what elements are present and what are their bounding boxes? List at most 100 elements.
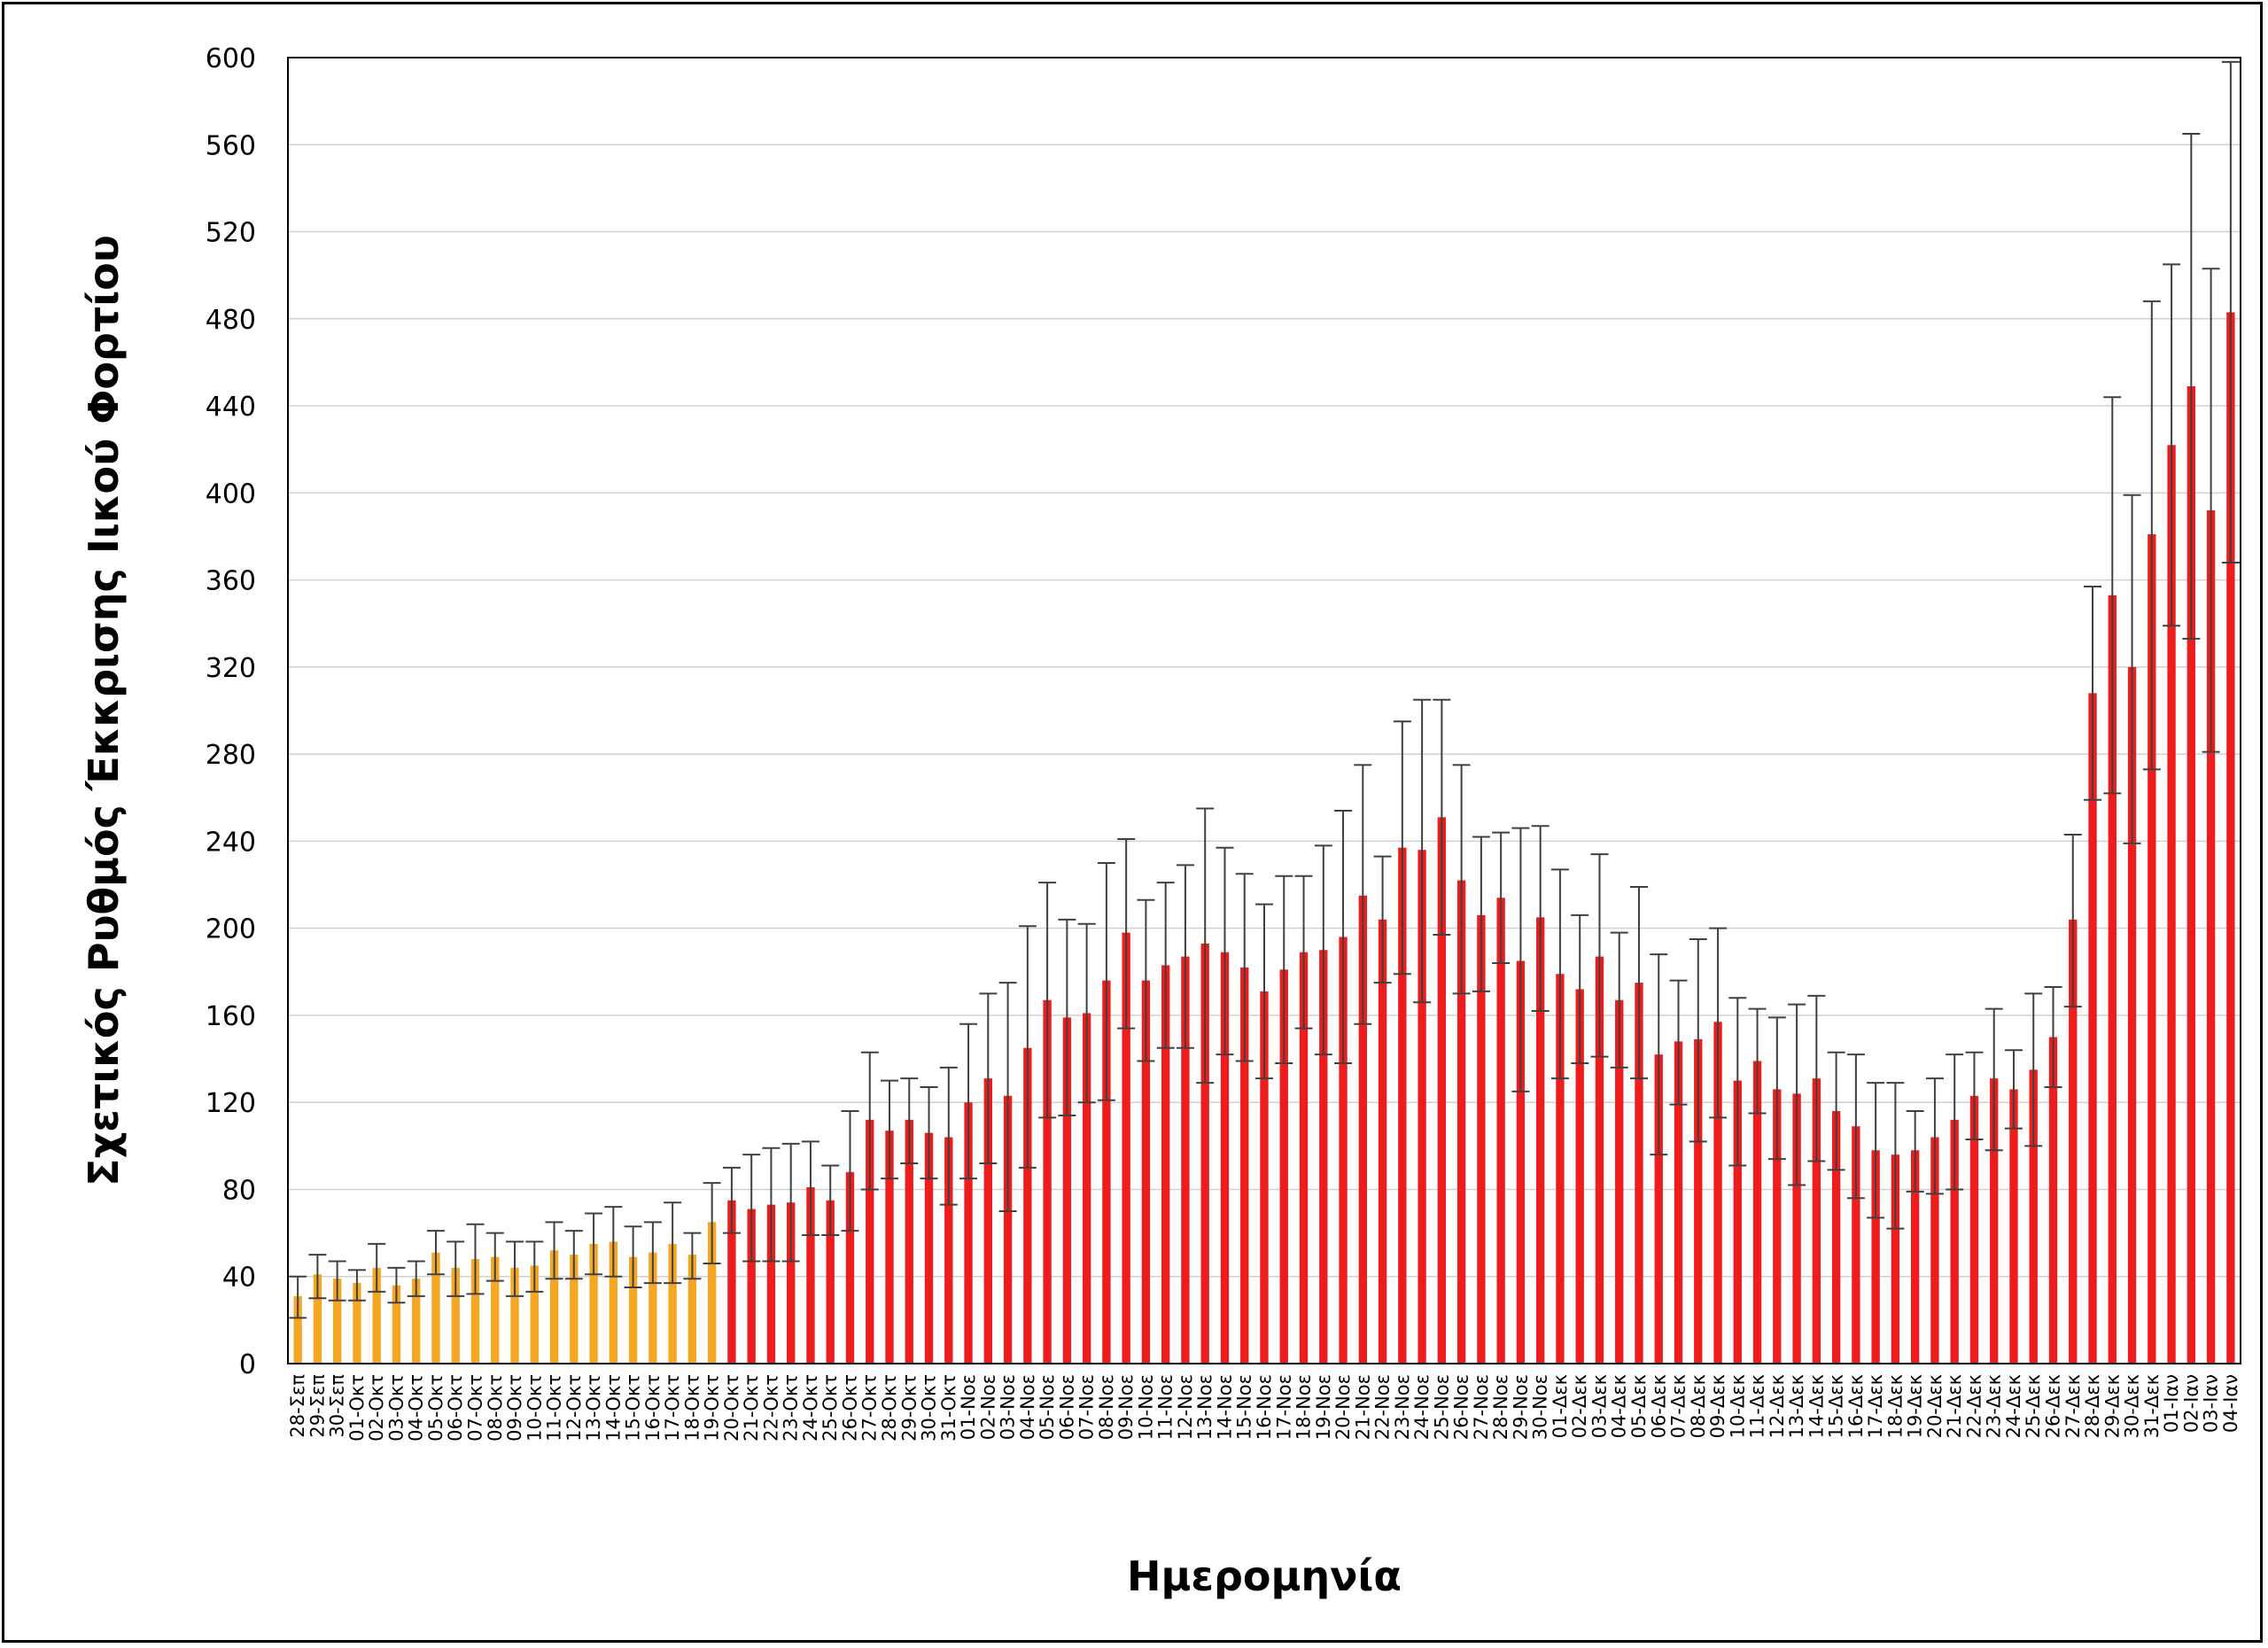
- x-tick-label: 02-Νοε: [977, 1374, 998, 1440]
- bar: [1990, 1078, 1999, 1364]
- bar: [1456, 880, 1466, 1364]
- x-tick-label: 19-Οκτ: [702, 1374, 723, 1442]
- bar: [787, 1202, 796, 1364]
- bar: [1575, 989, 1584, 1364]
- x-tick-label: 23-Νοε: [1392, 1374, 1413, 1440]
- x-tick-label: 03-Νοε: [998, 1374, 1019, 1440]
- x-tick-label: 02-Ιαν: [2180, 1374, 2202, 1433]
- x-tick-label: 03-Οκτ: [385, 1374, 407, 1442]
- bar: [2029, 1069, 2038, 1364]
- bar: [570, 1255, 579, 1364]
- x-tick-label: 30-Δεκ: [2122, 1374, 2143, 1438]
- bar: [1299, 952, 1309, 1364]
- x-tick-label: 02-Οκτ: [366, 1374, 387, 1442]
- y-tick-label: 520: [206, 218, 256, 249]
- bar: [1102, 980, 1111, 1364]
- bar: [1969, 1095, 1979, 1364]
- bar: [451, 1267, 460, 1364]
- bar: [293, 1295, 302, 1364]
- bar: [1398, 847, 1407, 1364]
- x-tick-label: 17-Δεκ: [1865, 1374, 1886, 1438]
- bar: [1516, 960, 1526, 1364]
- bar: [412, 1279, 421, 1364]
- x-tick-label: 28-Νοε: [1490, 1374, 1511, 1440]
- bar: [727, 1200, 736, 1364]
- x-tick-label: 17-Νοε: [1273, 1374, 1294, 1440]
- bar: [1279, 969, 1288, 1364]
- x-tick-label: 06-Δεκ: [1648, 1374, 1669, 1438]
- bar: [1773, 1089, 1782, 1364]
- x-tick-label: 17-Οκτ: [662, 1374, 683, 1442]
- x-tick-label: 31-Οκτ: [938, 1374, 959, 1442]
- x-tick-label: 14-Νοε: [1214, 1374, 1235, 1440]
- bar: [983, 1078, 992, 1364]
- bar: [1378, 919, 1387, 1364]
- x-tick-label: 25-Νοε: [1431, 1374, 1452, 1440]
- x-tick-label: 31-Δεκ: [2141, 1374, 2163, 1438]
- x-tick-label: 29-Νοε: [1510, 1374, 1531, 1440]
- x-tick-label: 24-Νοε: [1411, 1374, 1433, 1440]
- bar: [1595, 956, 1604, 1364]
- bar: [2186, 385, 2196, 1364]
- x-tick-label: 23-Δεκ: [1984, 1374, 2005, 1438]
- bar: [1792, 1093, 1801, 1364]
- bar: [2167, 445, 2176, 1364]
- bar: [470, 1259, 480, 1364]
- y-tick-label: 80: [222, 1175, 256, 1206]
- y-tick-label: 480: [206, 305, 256, 336]
- x-tick-label: 11-Οκτ: [544, 1374, 565, 1442]
- bar: [589, 1243, 598, 1364]
- x-tick-label: 11-Δεκ: [1747, 1374, 1768, 1438]
- bar: [866, 1119, 874, 1364]
- bar: [1713, 1022, 1722, 1364]
- x-axis-ticks: 28-Σεπ29-Σεπ30-Σεπ01-Οκτ02-Οκτ03-Οκτ04-Ο…: [287, 1374, 2241, 1442]
- x-tick-label: 04-Ιαν: [2220, 1374, 2241, 1433]
- x-tick-label: 26-Νοε: [1451, 1374, 1472, 1440]
- bar: [2048, 1037, 2058, 1364]
- x-tick-label: 07-Δεκ: [1668, 1374, 1689, 1438]
- bar: [1200, 943, 1209, 1364]
- bar: [2108, 595, 2117, 1364]
- bar: [1062, 1017, 1072, 1364]
- bar: [649, 1252, 657, 1364]
- x-tick-label: 16-Δεκ: [1845, 1374, 1867, 1438]
- x-tick-label: 19-Δεκ: [1905, 1374, 1926, 1438]
- bar: [1674, 1041, 1683, 1364]
- bar: [964, 1102, 973, 1364]
- x-tick-label: 22-Οκτ: [760, 1374, 781, 1442]
- bar: [392, 1285, 401, 1364]
- y-axis-title: Σχετικός Ρυθμός Έκκρισης Ιικού Φορτίου: [80, 235, 128, 1186]
- y-tick-label: 0: [239, 1349, 256, 1380]
- y-tick-label: 320: [206, 653, 256, 684]
- x-tick-label: 10-Οκτ: [524, 1374, 545, 1442]
- y-axis-ticks: 0 40 80 120 160 200 240 280 320 360 400 440 480 520 56…: [206, 43, 256, 1380]
- x-tick-label: 16-Νοε: [1254, 1374, 1275, 1440]
- bars: [293, 312, 2235, 1364]
- bar: [2088, 693, 2097, 1364]
- x-tick-label: 22-Νοε: [1372, 1374, 1394, 1440]
- x-tick-label: 29-Δεκ: [2101, 1374, 2123, 1438]
- x-tick-label: 29-Οκτ: [898, 1374, 920, 1442]
- x-tick-label: 01-Ιαν: [2161, 1374, 2182, 1433]
- y-tick-label: 160: [206, 1001, 256, 1032]
- x-tick-label: 15-Νοε: [1234, 1374, 1255, 1440]
- x-tick-label: 15-Δεκ: [1826, 1374, 1847, 1438]
- x-tick-label: 06-Οκτ: [445, 1374, 466, 1442]
- x-tick-label: 24-Δεκ: [2003, 1374, 2024, 1438]
- x-tick-label: 18-Νοε: [1293, 1374, 1315, 1440]
- x-tick-label: 07-Οκτ: [464, 1374, 485, 1442]
- x-tick-label: 04-Δεκ: [1609, 1374, 1630, 1438]
- x-tick-label: 27-Νοε: [1471, 1374, 1492, 1440]
- x-tick-label: 29-Σεπ: [307, 1374, 328, 1438]
- x-tick-label: 30-Νοε: [1530, 1374, 1551, 1440]
- y-tick-label: 600: [206, 43, 256, 74]
- x-tick-label: 11-Νοε: [1155, 1374, 1177, 1440]
- x-tick-label: 08-Νοε: [1096, 1374, 1117, 1440]
- bar: [1635, 983, 1643, 1364]
- bar: [1240, 967, 1249, 1364]
- x-tick-label: 03-Δεκ: [1588, 1374, 1610, 1438]
- bar: [1891, 1154, 1900, 1364]
- bar: [628, 1256, 638, 1364]
- x-tick-label: 21-Νοε: [1352, 1374, 1373, 1440]
- x-tick-label: 26-Δεκ: [2043, 1374, 2064, 1438]
